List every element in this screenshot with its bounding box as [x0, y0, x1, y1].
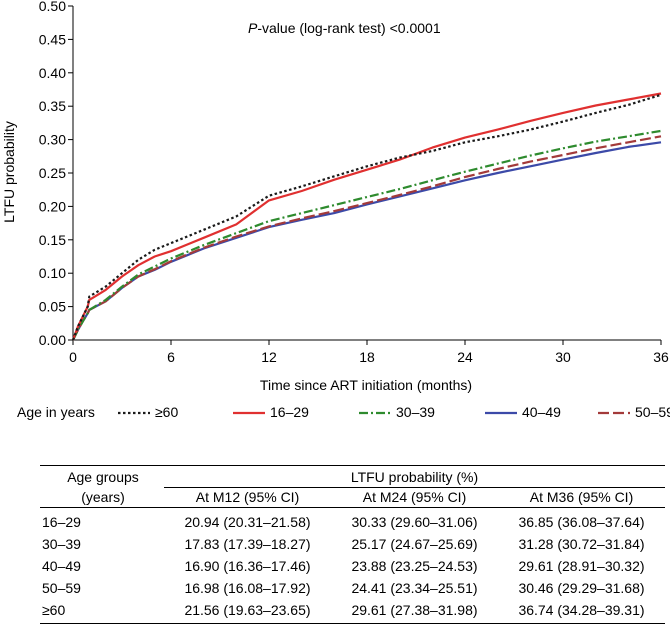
- legend-label: 16–29: [270, 404, 309, 420]
- y-tick-label: 0.50: [39, 0, 66, 14]
- y-axis-label: LTFU probability: [1, 121, 17, 223]
- legend-item: 16–29: [232, 404, 309, 420]
- legend-swatch: [598, 412, 630, 415]
- series-line: [71, 93, 662, 341]
- y-tick-label: 0.05: [39, 299, 66, 315]
- x-tick-label: 6: [167, 349, 175, 365]
- series-line: [72, 129, 662, 341]
- y-tick-label: 0.35: [39, 98, 66, 114]
- header-ltfu-probability: LTFU probability (%): [164, 465, 665, 488]
- x-axis-label: Time since ART initiation (months): [260, 377, 472, 393]
- series-line: [72, 141, 662, 341]
- series-lines: [71, 92, 662, 341]
- cell-m24: 24.41 (23.34–25.51): [351, 579, 478, 596]
- cell-m36: 36.85 (36.08–37.64): [498, 507, 665, 533]
- x-tick-label: 30: [555, 349, 571, 365]
- legend: Age in years ≥60 16–29 30–39 40–49 50–59: [0, 402, 670, 428]
- annotation-text: -value (log-rank test) <0.0001: [257, 20, 440, 36]
- legend-item: ≥60: [117, 404, 178, 420]
- legend-swatch: [118, 412, 150, 415]
- ltfu-table: Age groups LTFU probability (%) (years) …: [40, 465, 670, 624]
- y-axis: 0.00 0.05 0.10 0.15 0.20 0.25 0.30 0.35 0.40 0.45…: [39, 0, 74, 348]
- cell-m12: 20.94 (20.31–21.58): [164, 507, 331, 533]
- probability-table: Age groups LTFU probability (%) (years) …: [40, 465, 665, 624]
- header-age-groups-line2: (years): [81, 488, 125, 505]
- y-tick-label: 0.45: [39, 31, 66, 47]
- legend-label: 40–49: [522, 404, 561, 420]
- table-subheader-row: (years) At M12 (95% CI) At M24 (95% CI) …: [40, 487, 665, 508]
- x-tick-label: 36: [653, 349, 669, 365]
- y-tick-label: 0.25: [39, 165, 66, 181]
- legend-title: Age in years: [17, 404, 95, 420]
- y-tick-label: 0.00: [39, 332, 66, 348]
- y-tick-label: 0.30: [39, 132, 66, 148]
- row-group: 40–49: [42, 557, 81, 574]
- cell-m36: 30.46 (29.29–31.68): [518, 579, 645, 596]
- table-row: ≥60 21.56 (19.63–23.65) 29.61 (27.38–31.…: [40, 599, 665, 624]
- x-axis: 0 6 12 18 24 30 36: [69, 339, 669, 365]
- cell-m12: 17.83 (17.39–18.27): [184, 535, 311, 552]
- y-tick-label: 0.20: [39, 198, 66, 214]
- legend-swatch: [233, 412, 265, 415]
- y-tick-label: 0.10: [39, 265, 66, 281]
- table-header-row: Age groups LTFU probability (%): [40, 465, 665, 488]
- cell-m36: 31.28 (30.72–31.84): [518, 535, 645, 552]
- table-row: 16–29 20.94 (20.31–21.58) 30.33 (29.60–3…: [40, 507, 665, 533]
- cell-m24: 30.33 (29.60–31.06): [331, 507, 498, 533]
- cell-m36: 36.74 (34.28–39.31): [498, 599, 665, 624]
- legend-label: 50–59: [635, 404, 670, 420]
- ltfu-chart: 0.00 0.05 0.10 0.15 0.20 0.25 0.30 0.35 0.40 0.45…: [1, 0, 669, 393]
- y-tick-label: 0.15: [39, 232, 66, 248]
- row-group: 30–39: [42, 535, 81, 552]
- table-row: 30–39 17.83 (17.39–18.27) 25.17 (24.67–2…: [40, 533, 665, 555]
- header-m12: At M12 (95% CI): [164, 487, 331, 508]
- series-line: [71, 92, 662, 341]
- cell-m12: 16.98 (16.08–17.92): [184, 579, 311, 596]
- x-tick-label: 24: [457, 349, 473, 365]
- legend-swatch: [359, 412, 391, 415]
- annotation-italic: P: [248, 20, 258, 36]
- legend-item: 40–49: [484, 404, 561, 420]
- row-group: ≥60: [40, 599, 164, 624]
- table-row: 50–59 16.98 (16.08–17.92) 24.41 (23.34–2…: [40, 577, 665, 599]
- x-tick-label: 0: [69, 349, 77, 365]
- p-value-annotation: P-value (log-rank test) <0.0001: [248, 20, 441, 36]
- header-age-groups: Age groups: [40, 465, 164, 488]
- legend-item: 50–59: [597, 404, 670, 420]
- cell-m12: 21.56 (19.63–23.65): [164, 599, 331, 624]
- legend-item: 30–39: [358, 404, 435, 420]
- x-tick-label: 18: [359, 349, 375, 365]
- header-m36: At M36 (95% CI): [498, 487, 665, 508]
- legend-label: ≥60: [155, 404, 179, 420]
- y-tick-label: 0.40: [39, 65, 66, 81]
- cell-m24: 25.17 (24.67–25.69): [351, 535, 478, 552]
- row-group: 16–29: [40, 507, 164, 533]
- cell-m24: 23.88 (23.25–24.53): [351, 557, 478, 574]
- header-age-groups-line1: Age groups: [67, 469, 139, 485]
- x-tick-label: 12: [261, 349, 277, 365]
- legend-swatch: [485, 412, 517, 415]
- legend-label: 30–39: [396, 404, 435, 420]
- cell-m12: 16.90 (16.36–17.46): [184, 557, 311, 574]
- cell-m36: 29.61 (28.91–30.32): [518, 557, 645, 574]
- header-m24: At M24 (95% CI): [331, 487, 498, 508]
- row-group: 50–59: [42, 579, 81, 596]
- cell-m24: 29.61 (27.38–31.98): [331, 599, 498, 624]
- table-row: 40–49 16.90 (16.36–17.46) 23.88 (23.25–2…: [40, 555, 665, 577]
